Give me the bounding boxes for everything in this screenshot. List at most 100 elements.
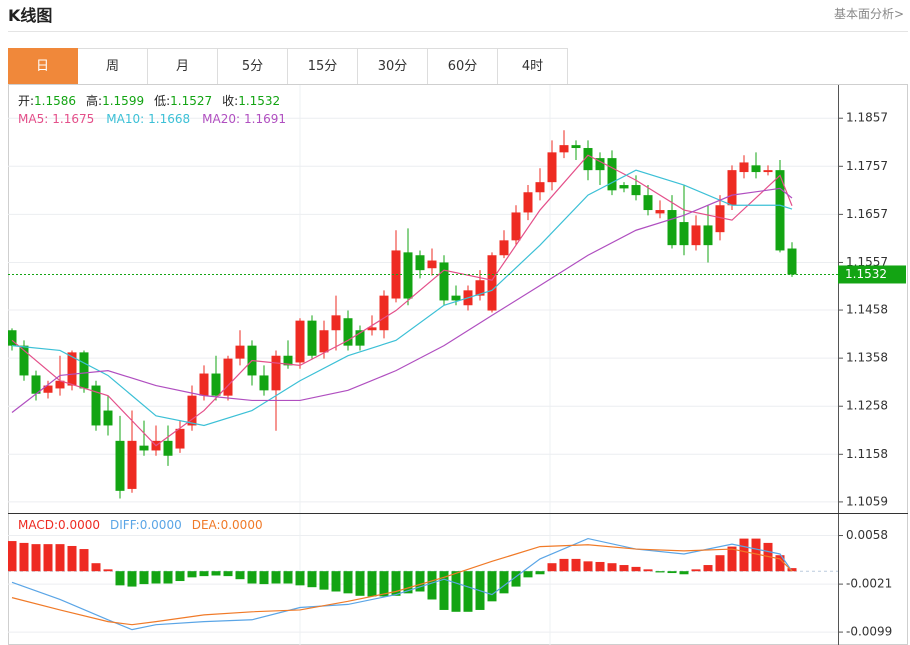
period-tab[interactable]: 月 [148,48,218,84]
candle-body [631,185,641,196]
candle-body [451,295,461,301]
candle-body [439,262,449,301]
legend-name: MACD: [18,518,58,532]
macd-bar [559,558,569,572]
candle-body [163,440,173,456]
macd-bar [19,542,29,572]
y-tick-label: 1.1258 [846,399,888,413]
ohlc-value: 1.1599 [102,94,144,108]
macd-bar [151,571,161,584]
macd-bar [283,571,293,584]
candle-body [415,255,425,271]
candle-body [487,255,497,311]
candle-body [751,165,761,173]
candle-body [295,320,305,363]
period-tab[interactable]: 周 [78,48,148,84]
macd-bar [607,563,617,572]
candle-body [523,192,533,213]
macd-bar [403,571,413,594]
legend-name: MA10: [106,112,144,126]
ma-legend: MA5: 1.1675 MA10: 1.1668 MA20: 1.1691 [18,112,286,126]
macd-bar [79,549,89,572]
macd-bar [655,571,665,573]
candle-body [331,315,341,331]
period-tab[interactable]: 5分 [218,48,288,84]
candle-body [703,225,713,246]
legend-value: 0.0000 [221,518,263,532]
macd-bar [691,569,701,572]
macd-bar [43,544,53,572]
macd-bar [571,558,581,572]
candle-body [307,320,317,356]
candle-body [199,373,209,396]
header-divider [8,31,908,32]
last-price-box [838,265,906,284]
last-price-label: 1.1532 [845,267,887,281]
macd-bar [679,571,689,575]
legend-name: DEA: [192,518,221,532]
candle-body [103,410,113,426]
legend: 开:1.1586 高:1.1599 低:1.1527 收:1.1532 MA5: 1.16… [18,93,286,532]
candle-body [379,295,389,331]
macd-bar [463,571,473,612]
period-tab[interactable]: 4时 [498,48,568,84]
macd-bar [199,571,209,577]
period-tab[interactable]: 15分 [288,48,358,84]
y-tick-label: 0.0058 [846,528,888,542]
candle-body [31,375,41,394]
macd-bar [523,571,533,578]
candle-body [475,280,485,296]
macd-bar [619,565,629,572]
indicator-line [11,154,793,447]
macd-bar [487,571,497,602]
candle-body [67,352,77,386]
macd-bar [751,538,761,572]
candle-body [619,185,629,189]
y-tick-label: 1.1158 [846,447,888,461]
macd-bar [115,571,125,586]
candle-body [775,170,785,251]
macd-bar [271,571,281,584]
macd-bar [247,571,257,584]
macd-bar [319,571,329,590]
candle-body [715,205,725,233]
macd-bar [235,571,245,580]
candle-body [19,345,29,376]
candle-body [583,148,593,171]
macd-bar [343,571,353,594]
candle-body [595,158,605,171]
ohlc-value: 1.1532 [238,94,280,108]
ohlc-value: 1.1586 [34,94,76,108]
ohlc-value: 1.1527 [170,94,212,108]
candle-body [127,440,137,489]
macd-bar [8,541,17,572]
macd-bar [703,565,713,572]
macd-bar [187,571,197,578]
macd-legend: MACD:0.0000 DIFF:0.0000 DEA:0.0000 [18,518,263,532]
y-tick-label: 1.1857 [846,111,888,125]
ohlc-label: 低: [154,94,170,108]
y-tick-label: 1.1557 [846,255,888,269]
macd-bar [667,571,677,574]
macd-bar [139,571,149,585]
candle-body [43,385,53,393]
axis-labels: 1.1857 1.1757 1.1657 1.1557 1.1458 1.1358 1.12… [838,111,906,639]
candle-body [55,380,65,389]
candle-body [79,352,89,389]
candle-body [271,355,281,391]
period-tab[interactable]: 日 [8,48,78,84]
chart-frame [8,84,908,645]
period-tab[interactable]: 60分 [428,48,498,84]
macd-bar [739,538,749,572]
macd-bar [223,571,233,577]
analysis-link[interactable]: 基本面分析> [833,7,904,21]
macd-bar [295,571,305,586]
candle-body [607,158,617,191]
period-tab[interactable]: 30分 [358,48,428,84]
indicator-line [11,169,793,427]
candle-body [319,330,329,353]
candle-body [571,145,581,149]
candle-body [175,428,185,449]
